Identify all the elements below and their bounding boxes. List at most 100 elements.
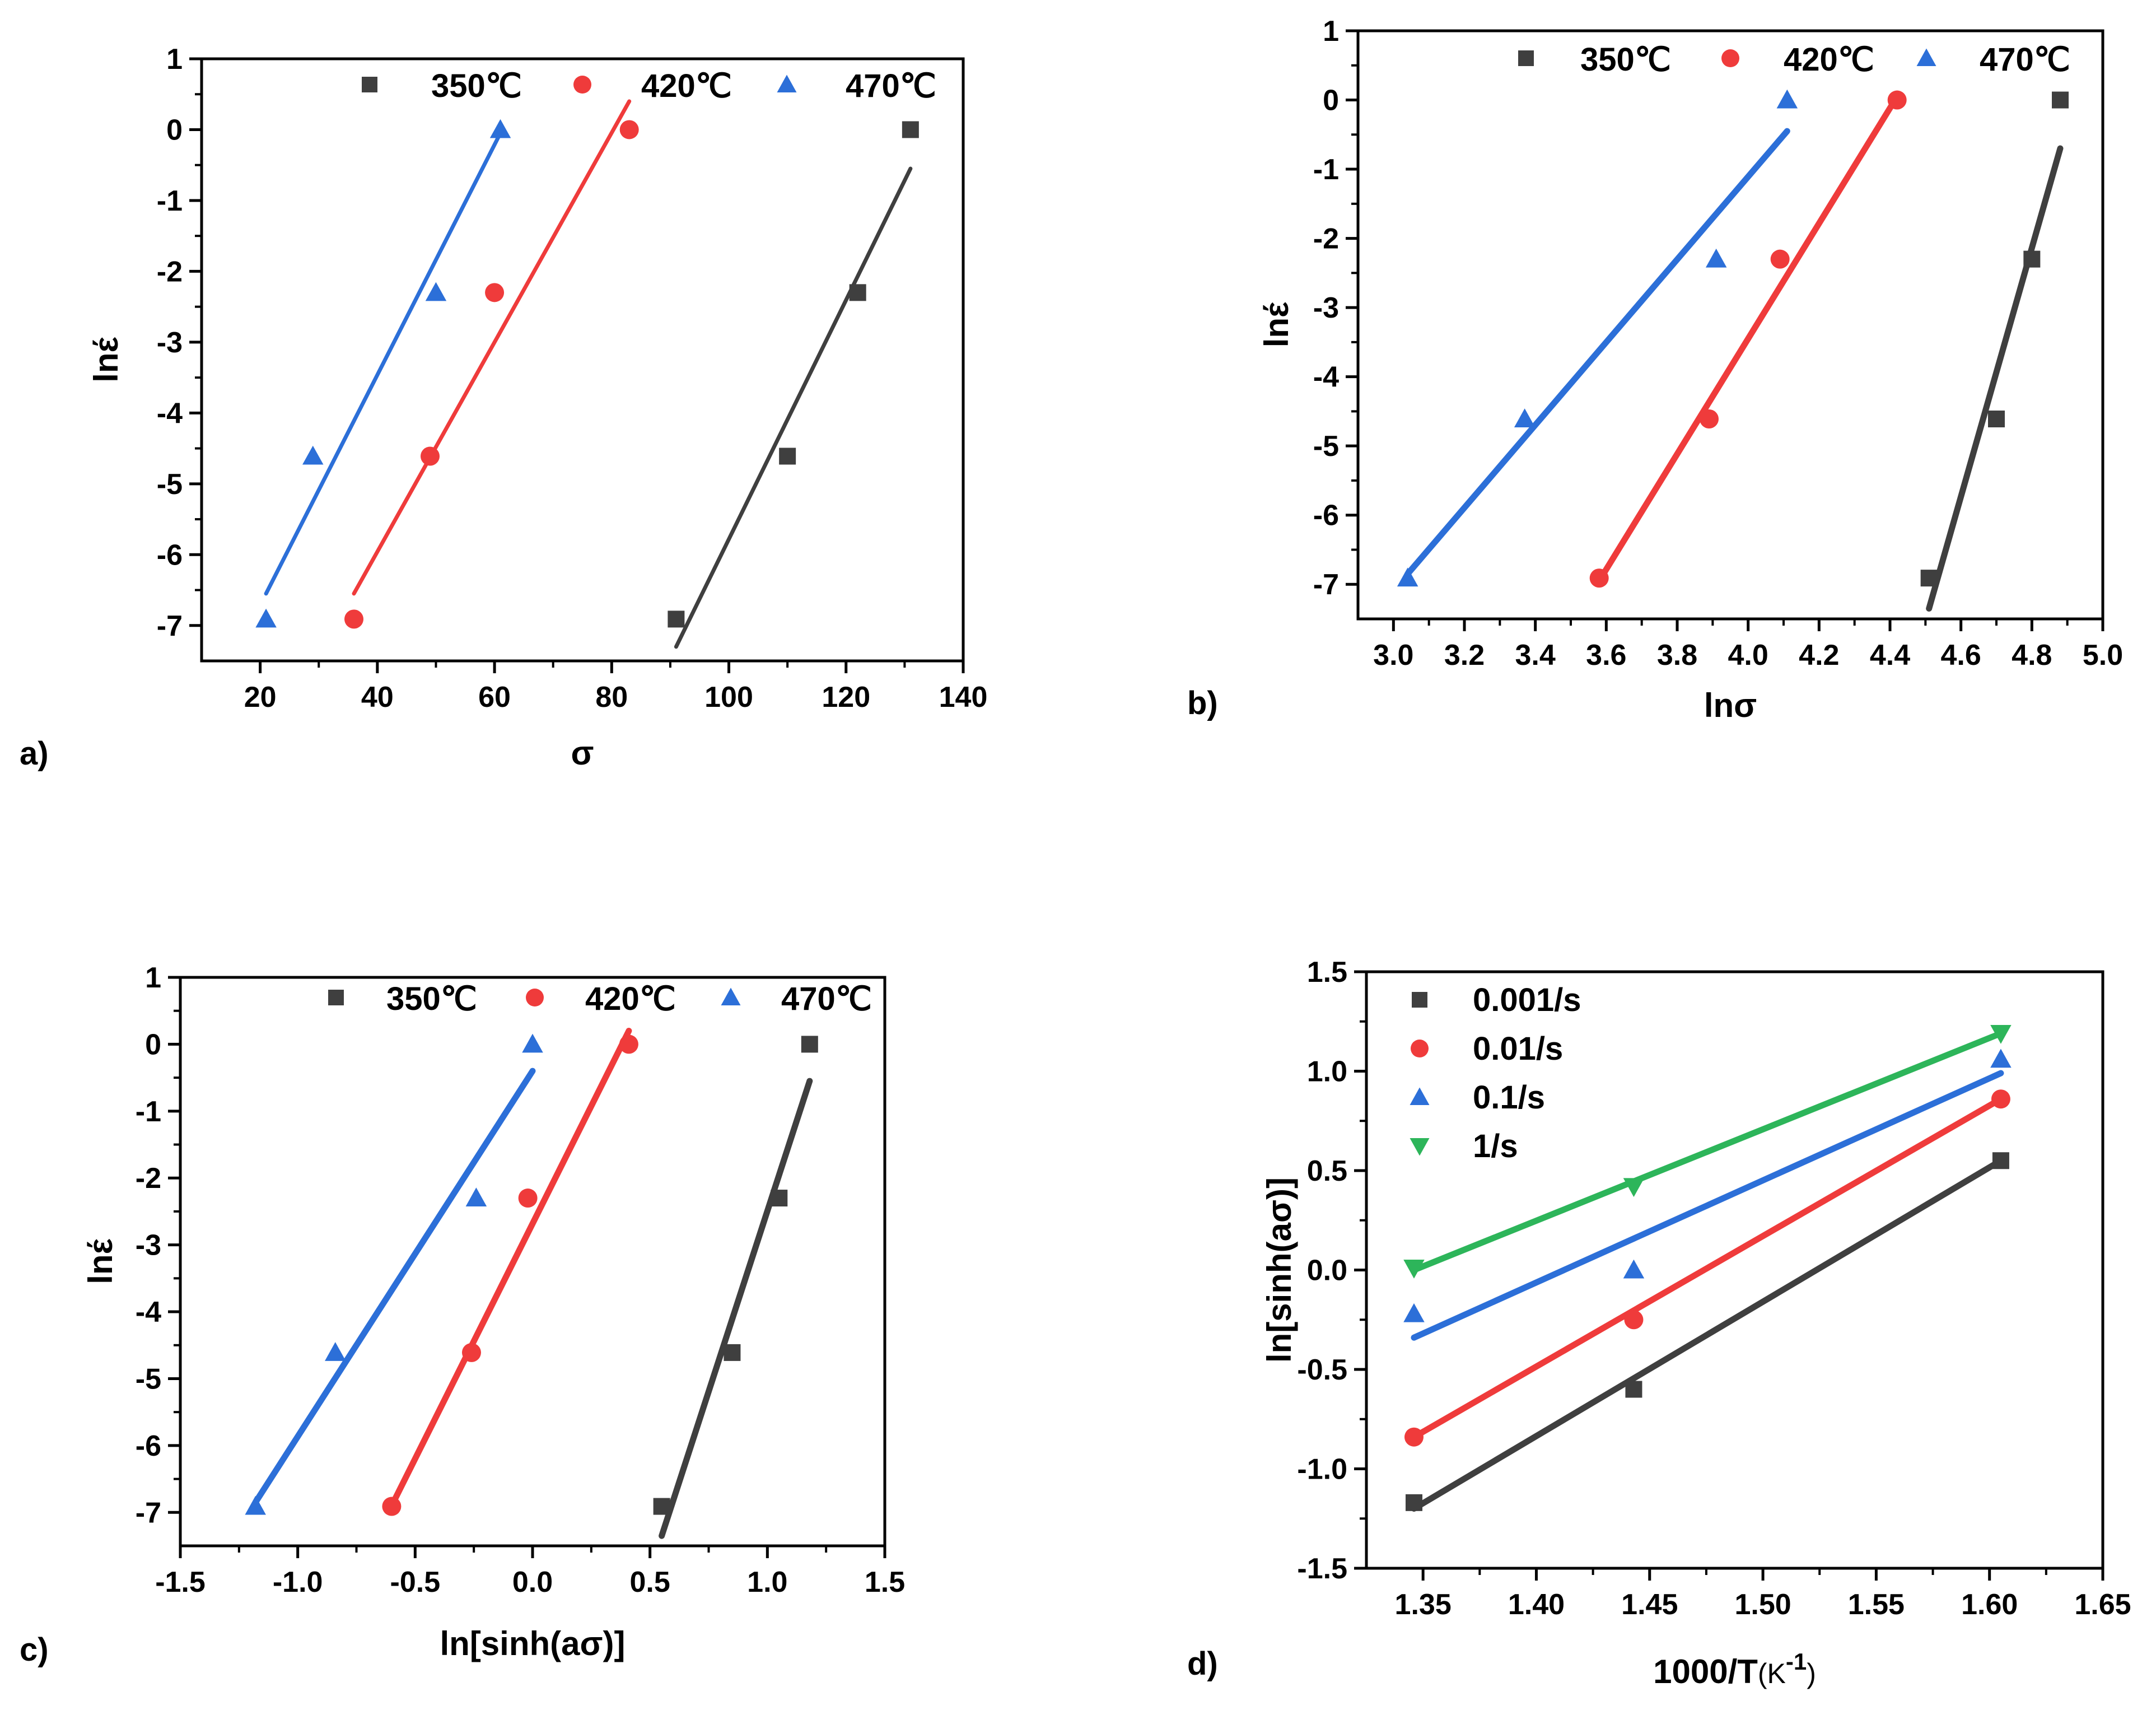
- data-point: [619, 120, 639, 139]
- data-point: [425, 282, 447, 301]
- y-tick-label: 1.5: [1307, 956, 1347, 989]
- legend: 350℃ 420℃ 470℃: [328, 981, 872, 1017]
- legend-marker: [328, 990, 344, 1005]
- fit-line: [1411, 1030, 2004, 1273]
- y-tick-label: 1: [1323, 15, 1339, 48]
- legend-marker: [1410, 1087, 1430, 1105]
- legend: 350℃ 420℃ 470℃: [362, 68, 936, 104]
- x-tick-label: 1.35: [1395, 1588, 1452, 1621]
- y-tick-label: -3: [1313, 292, 1339, 324]
- data-point: [344, 609, 363, 629]
- data-point: [1624, 1310, 1644, 1330]
- data-point: [1405, 1494, 1422, 1511]
- x-tick-label: 3.0: [1373, 639, 1413, 672]
- plot-frame: [179, 976, 886, 1548]
- data-point: [1990, 1048, 2012, 1068]
- fit-line: [1411, 1157, 2004, 1512]
- legend-label: 0.001/s: [1473, 982, 1581, 1018]
- y-tick-label: 0.0: [1307, 1255, 1347, 1287]
- data-point: [1403, 1303, 1425, 1322]
- y-tick-label: -3: [157, 327, 183, 359]
- legend-marker: [362, 77, 377, 92]
- y-tick-label: -2: [136, 1162, 161, 1195]
- x-tick-label: 1.5: [865, 1566, 905, 1599]
- y-tick-label: -2: [1313, 223, 1339, 255]
- x-tick-label: 0.5: [630, 1566, 670, 1599]
- x-tick-label: 3.4: [1515, 639, 1556, 672]
- x-tick-label: 3.2: [1444, 639, 1485, 672]
- panel-d: 1.35 1.40 1.45 1.50 1.55 1.60 1.65 1.5 1.0 0.5 0.0…: [1187, 956, 2131, 1690]
- data-point: [302, 445, 324, 465]
- x-tick-label: 4.6: [1941, 639, 1981, 672]
- data-point: [2052, 91, 2069, 109]
- y-tick-label: 0: [166, 114, 183, 146]
- data-point: [465, 1187, 487, 1207]
- y-tick-label: -1.0: [1297, 1453, 1347, 1486]
- y-tick-label: -1: [157, 185, 183, 217]
- x-tick-label: 1.60: [1961, 1588, 2018, 1621]
- legend-label: 420℃: [585, 981, 676, 1017]
- data-point: [325, 1342, 346, 1361]
- fit-line: [659, 1078, 813, 1539]
- legend-label: 350℃: [1580, 41, 1671, 78]
- x-axis-label: lnσ: [1704, 687, 1757, 724]
- y-tick-label: -7: [1313, 568, 1339, 601]
- x-tick-label: 4.0: [1728, 639, 1768, 672]
- panel-label: d): [1187, 1646, 1218, 1682]
- x-tick-label: 1.65: [2074, 1588, 2131, 1621]
- data-point: [382, 1497, 402, 1516]
- x-tick-label: 1.45: [1621, 1588, 1678, 1621]
- legend-marker: [1721, 49, 1739, 67]
- data-point: [1403, 1259, 1425, 1279]
- fit-line: [674, 166, 913, 649]
- fit-line: [252, 1068, 536, 1506]
- legend: 350℃ 420℃ 470℃: [1518, 41, 2070, 78]
- data-point: [255, 608, 277, 628]
- x-tick-label: 4.4: [1870, 639, 1910, 672]
- y-tick-label: -0.5: [1297, 1354, 1347, 1386]
- x-axis-label: σ: [571, 734, 594, 772]
- x-tick-label: 140: [939, 681, 988, 714]
- legend-label: 470℃: [846, 68, 936, 104]
- x-tick-label: 120: [822, 681, 870, 714]
- y-tick-label: 1: [166, 43, 183, 76]
- data-point: [461, 1343, 481, 1362]
- x-tick-label: 20: [244, 681, 277, 714]
- y-tick-label: 1.0: [1307, 1056, 1347, 1088]
- panel-label: a): [20, 735, 49, 772]
- x-tick-label: 60: [478, 681, 511, 714]
- legend-marker: [526, 989, 544, 1006]
- fit-line: [1411, 1070, 2004, 1341]
- y-tick-label: -4: [1313, 361, 1339, 394]
- data-point: [1623, 1178, 1645, 1197]
- y-axis-label: lnέ: [82, 1238, 119, 1284]
- x-tick-label: 4.2: [1799, 639, 1839, 672]
- data-point: [1990, 1025, 2012, 1044]
- y-tick-label: -5: [157, 468, 183, 501]
- y-tick-label: -4: [157, 397, 183, 430]
- legend: 0.001/s 0.01/s 0.1/s 1/s: [1410, 982, 1581, 1164]
- plot-frame: [1356, 29, 2104, 621]
- legend-marker: [573, 76, 591, 94]
- y-tick-label: 0: [1323, 85, 1339, 117]
- data-point: [1700, 409, 1719, 428]
- x-tick-label: 1.55: [1848, 1588, 1905, 1621]
- y-tick-label: 0.5: [1307, 1155, 1347, 1187]
- legend-marker: [721, 987, 741, 1005]
- data-point: [771, 1190, 788, 1207]
- x-tick-label: 1.40: [1508, 1588, 1565, 1621]
- fit-line: [1404, 128, 1790, 577]
- data-point: [485, 283, 505, 302]
- data-point: [849, 284, 866, 301]
- y-tick-label: -1: [1313, 153, 1339, 186]
- data-point: [653, 1498, 670, 1515]
- data-point: [245, 1495, 266, 1515]
- data-point: [1920, 570, 1938, 587]
- y-axis-label: lnέ: [1258, 302, 1295, 347]
- y-tick-label: -4: [136, 1296, 161, 1329]
- y-axis-label: ln[sinh(aσ)]: [1261, 1177, 1298, 1363]
- x-axis-label: ln[sinh(aσ)]: [440, 1625, 626, 1662]
- y-tick-label: -6: [157, 539, 183, 571]
- data-point: [518, 1189, 538, 1208]
